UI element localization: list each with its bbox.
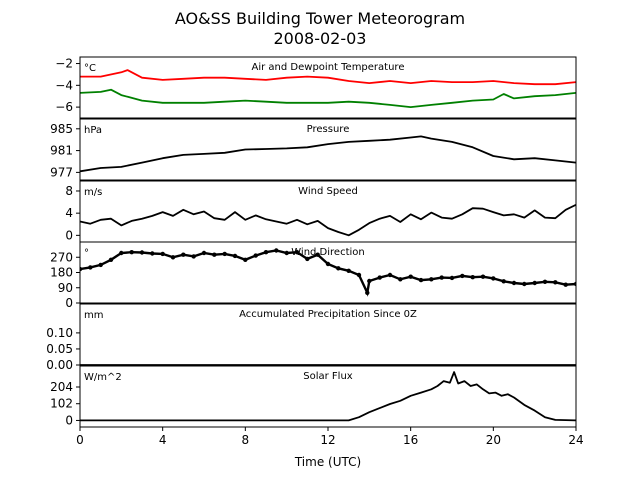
y-tick-label: 8: [65, 184, 73, 198]
panel-0: −2 −4 −6 °C Air and Dewpoint Temperature: [55, 56, 577, 119]
panel-unit: hPa: [84, 125, 102, 136]
series-0-line: [80, 371, 576, 422]
y-tick-label: 0.00: [46, 358, 73, 372]
panel-2: 8 4 0 m/s Wind Speed: [65, 180, 577, 243]
series-0-line: [80, 203, 576, 237]
y-tick-label: 981: [50, 144, 73, 158]
y-tick-label: 0.05: [46, 342, 73, 356]
y-tick-label: 102: [50, 397, 73, 411]
y-tick-label: −2: [55, 57, 73, 71]
panel-title: Air and Dewpoint Temperature: [252, 62, 405, 73]
panel-5: 204 102 0 W/m^2 Solar Flux: [50, 365, 577, 428]
x-tick-label: 24: [568, 433, 583, 447]
panel-unit: mm: [84, 310, 103, 321]
panel-unit: W/m^2: [84, 372, 122, 383]
panels: −2−4−6°C Air and Dewpoint Temperature9859…: [46, 56, 577, 428]
x-tick-label: 8: [242, 433, 250, 447]
panel-1: 985 981 977 hPa Pressure: [50, 118, 577, 181]
panel-title: Wind Speed: [298, 186, 358, 197]
y-tick-label: 0: [65, 228, 73, 242]
panel-title: Wind Direction: [291, 247, 365, 258]
y-tick-label: 0: [65, 296, 73, 310]
panel-unit: m/s: [84, 187, 102, 198]
panel-4: 0.10 0.05 0.00 mm Accumulated Precipitation …: [46, 303, 577, 372]
y-tick-label: −6: [55, 100, 73, 114]
series-0-line: [80, 135, 576, 173]
y-tick-label: 977: [50, 165, 73, 179]
x-tick-label: 20: [486, 433, 501, 447]
y-tick-label: 4: [65, 206, 73, 220]
x-axis-label: Time (UTC): [294, 455, 361, 469]
panel-frame: [79, 118, 577, 181]
series-0-line: [80, 69, 576, 86]
panel-frame: [79, 303, 577, 366]
x-tick-label: 16: [403, 433, 418, 447]
x-tick-label: 4: [159, 433, 167, 447]
panel-unit: °: [84, 248, 89, 259]
y-tick-label: 0: [65, 413, 73, 427]
panel-title: Solar Flux: [303, 371, 353, 382]
series-1-line: [80, 88, 576, 108]
y-tick-label: 985: [50, 122, 73, 136]
figure-title: AO&SS Building Tower Meteorogram: [175, 9, 465, 28]
panel-title: Pressure: [307, 124, 350, 135]
panel-unit: °C: [84, 63, 96, 74]
y-tick-label: 0.10: [46, 326, 73, 340]
y-tick-label: 270: [50, 250, 73, 264]
y-tick-label: −4: [55, 78, 73, 92]
x-tick-label: 0: [76, 433, 84, 447]
figure-subtitle: 2008-02-03: [274, 29, 367, 48]
panel-frame: [79, 56, 577, 119]
y-tick-label: 180: [50, 266, 73, 280]
series-0-trace: [80, 249, 576, 297]
panel-title: Accumulated Precipitation Since 0Z: [239, 309, 417, 320]
y-tick-label: 204: [50, 380, 73, 394]
y-tick-label: 90: [58, 281, 73, 295]
x-tick-label: 12: [320, 433, 335, 447]
x-axis: 0 4 8 12 16 20 24: [76, 427, 584, 447]
